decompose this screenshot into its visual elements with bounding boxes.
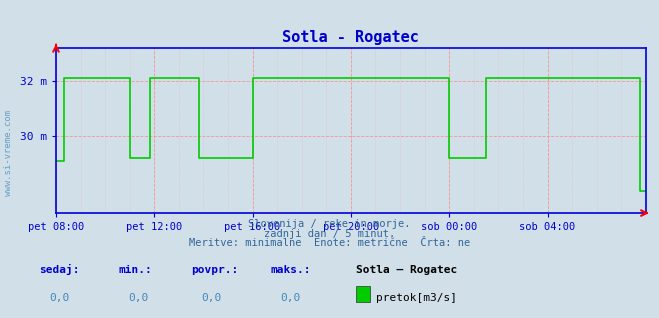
Text: 0,0: 0,0 bbox=[49, 293, 70, 302]
Text: zadnji dan / 5 minut.: zadnji dan / 5 minut. bbox=[264, 229, 395, 239]
Text: www.si-vreme.com: www.si-vreme.com bbox=[4, 110, 13, 196]
Text: povpr.:: povpr.: bbox=[191, 266, 239, 275]
Text: pretok[m3/s]: pretok[m3/s] bbox=[376, 293, 457, 302]
Text: Sotla – Rogatec: Sotla – Rogatec bbox=[356, 266, 457, 275]
Text: min.:: min.: bbox=[119, 266, 152, 275]
Text: Slovenija / reke in morje.: Slovenija / reke in morje. bbox=[248, 219, 411, 229]
Text: 0,0: 0,0 bbox=[129, 293, 149, 302]
Text: Meritve: minimalne  Enote: metrične  Črta: ne: Meritve: minimalne Enote: metrične Črta:… bbox=[189, 238, 470, 248]
Text: 0,0: 0,0 bbox=[280, 293, 301, 302]
Title: Sotla - Rogatec: Sotla - Rogatec bbox=[283, 30, 419, 45]
Text: sedaj:: sedaj: bbox=[40, 265, 80, 275]
Text: maks.:: maks.: bbox=[270, 266, 310, 275]
Text: 0,0: 0,0 bbox=[201, 293, 221, 302]
